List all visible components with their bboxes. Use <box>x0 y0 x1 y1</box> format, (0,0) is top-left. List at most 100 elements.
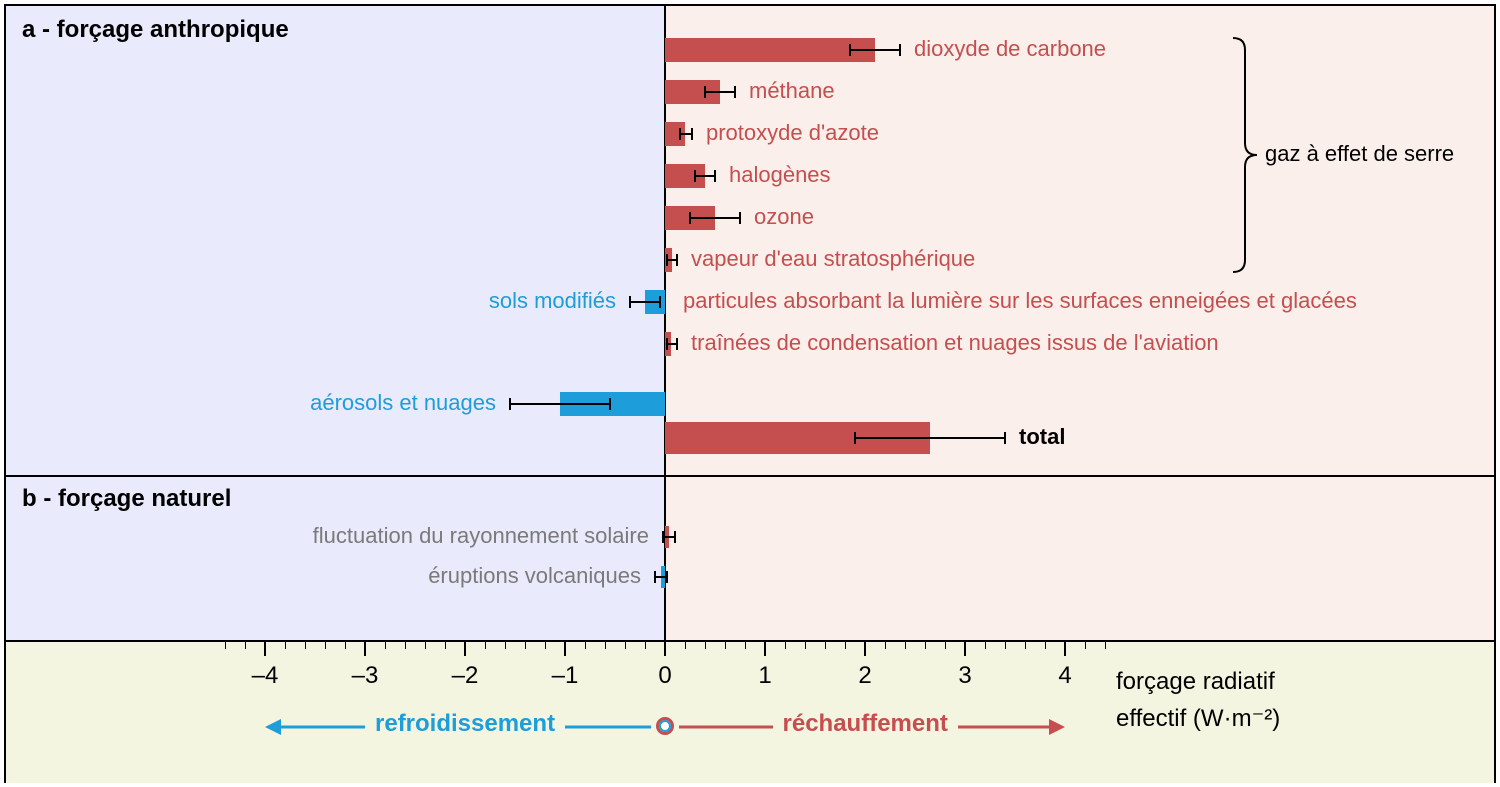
error-cap <box>689 212 691 224</box>
error-bar <box>695 175 715 177</box>
tick-minor <box>425 640 426 649</box>
error-cap <box>691 128 693 140</box>
tick-minor <box>305 640 306 649</box>
error-cap <box>666 571 668 583</box>
tick-major <box>664 640 666 656</box>
tick-minor <box>925 640 926 649</box>
bar-label: aérosols et nuages <box>310 390 496 416</box>
error-bar <box>690 217 740 219</box>
tick-minor <box>685 640 686 649</box>
tick-label: –3 <box>345 662 385 690</box>
tick-minor <box>245 640 246 649</box>
bar-label: particules absorbant la lumière sur les … <box>683 288 1357 314</box>
bar-label: ozone <box>754 204 814 230</box>
error-cap <box>899 44 901 56</box>
tick-label: 4 <box>1045 662 1085 690</box>
axis-direction-label: refroidissement <box>365 710 565 738</box>
tick-major <box>964 640 966 656</box>
bar-label: vapeur d'eau stratosphérique <box>691 246 975 272</box>
tick-minor <box>645 640 646 649</box>
bar-label: traînées de condensation et nuages issus… <box>691 330 1219 356</box>
error-cap <box>854 432 856 444</box>
tick-minor <box>285 640 286 649</box>
error-cap <box>662 531 664 543</box>
bar-label: gaz à effet de serre <box>1265 141 1454 167</box>
tick-minor <box>625 640 626 649</box>
tick-label: 3 <box>945 662 985 690</box>
bar-label: total <box>1019 424 1065 450</box>
error-cap <box>509 398 511 410</box>
tick-minor <box>225 640 226 649</box>
panel-divider <box>6 475 1494 477</box>
error-bar <box>850 49 900 51</box>
tick-minor <box>385 640 386 649</box>
tick-label: 2 <box>845 662 885 690</box>
tick-minor <box>885 640 886 649</box>
bar <box>665 38 875 62</box>
bar-label: halogènes <box>729 162 831 188</box>
center-circle-inner <box>659 720 671 732</box>
axis-title-line2: effectif (W·m⁻²) <box>1116 704 1280 733</box>
tick-major <box>1064 640 1066 656</box>
error-cap <box>659 296 661 308</box>
tick-label: –4 <box>245 662 285 690</box>
tick-major <box>264 640 266 656</box>
tick-minor <box>445 640 446 649</box>
tick-minor <box>725 640 726 649</box>
error-cap <box>609 398 611 410</box>
tick-minor <box>345 640 346 649</box>
tick-minor <box>1025 640 1026 649</box>
tick-major <box>864 640 866 656</box>
tick-label: 0 <box>645 662 685 690</box>
error-cap <box>629 296 631 308</box>
tick-minor <box>905 640 906 649</box>
error-cap <box>739 212 741 224</box>
section-title: a - forçage anthropique <box>22 16 289 44</box>
tick-minor <box>845 640 846 649</box>
tick-label: –2 <box>445 662 485 690</box>
tick-major <box>564 640 566 656</box>
tick-minor <box>805 640 806 649</box>
tick-minor <box>985 640 986 649</box>
tick-minor <box>1085 640 1086 649</box>
tick-minor <box>825 640 826 649</box>
tick-minor <box>605 640 606 649</box>
tick-major <box>464 640 466 656</box>
bar-label: sols modifiés <box>489 288 616 314</box>
error-cap <box>849 44 851 56</box>
bar-label: fluctuation du rayonnement solaire <box>313 523 649 549</box>
tick-minor <box>945 640 946 649</box>
error-cap <box>676 254 678 266</box>
error-cap <box>654 571 656 583</box>
error-cap <box>714 170 716 182</box>
panel-divider <box>6 640 1494 642</box>
axis-title-line1: forçage radiatif <box>1116 668 1275 696</box>
tick-minor <box>745 640 746 649</box>
tick-label: –1 <box>545 662 585 690</box>
tick-minor <box>545 640 546 649</box>
tick-major <box>764 640 766 656</box>
error-cap <box>666 338 668 350</box>
tick-minor <box>585 640 586 649</box>
error-cap <box>694 170 696 182</box>
bg-warm <box>665 475 1494 640</box>
error-cap <box>674 531 676 543</box>
bar-label: éruptions volcaniques <box>428 563 641 589</box>
tick-minor <box>325 640 326 649</box>
tick-minor <box>705 640 706 649</box>
tick-minor <box>1045 640 1046 649</box>
tick-minor <box>785 640 786 649</box>
tick-minor <box>405 640 406 649</box>
error-bar <box>855 437 1005 439</box>
chart-frame: a - forçage anthropiqueb - forçage natur… <box>4 4 1496 783</box>
error-cap <box>734 86 736 98</box>
error-bar <box>510 403 610 405</box>
tick-minor <box>525 640 526 649</box>
error-bar <box>705 91 735 93</box>
error-cap <box>679 128 681 140</box>
tick-minor <box>1005 640 1006 649</box>
axis-direction-label: réchauffement <box>773 710 958 738</box>
bar-label: dioxyde de carbone <box>914 36 1106 62</box>
tick-major <box>364 640 366 656</box>
tick-minor <box>485 640 486 649</box>
